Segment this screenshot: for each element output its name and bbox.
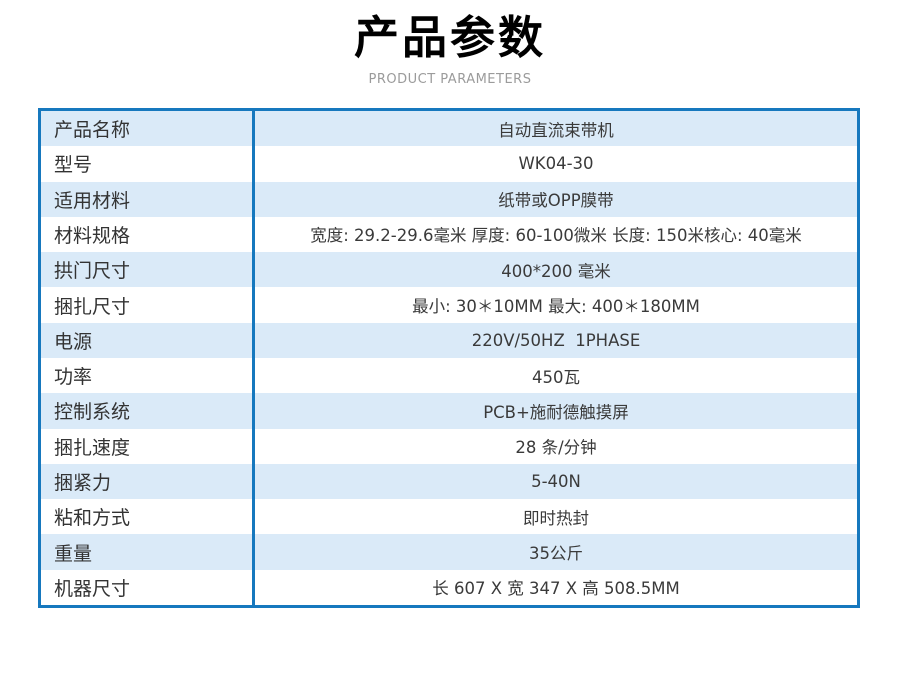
table-row: 拱门尺寸 400*200 毫米	[41, 252, 857, 288]
row-label: 捆扎速度	[41, 428, 255, 464]
row-value: 最小: 30＊10MM 最大: 400＊180MM	[412, 297, 700, 317]
table-row: 型号 WK04-30	[41, 146, 857, 182]
row-label: 粘和方式	[41, 499, 255, 535]
table-row: 控制系统 PCB+施耐德触摸屏	[41, 393, 857, 429]
table-row: 捆扎速度 28 条/分钟	[41, 428, 857, 464]
table-row: 产品名称 自动直流束带机	[41, 111, 857, 147]
row-value: PCB+施耐德触摸屏	[483, 402, 629, 422]
row-value: 纸带或OPP膜带	[498, 191, 614, 211]
table-row: 功率 450瓦	[41, 357, 857, 394]
row-label: 机器尺寸	[41, 569, 255, 605]
page-header: 产品参数 PRODUCT PARAMETERS	[0, 0, 900, 88]
row-value: 35公斤	[529, 544, 583, 564]
table-row: 粘和方式 即时热封	[41, 499, 857, 535]
table-row: 捆扎尺寸 最小: 30＊10MM 最大: 400＊180MM	[41, 287, 857, 323]
row-label: 适用材料	[41, 181, 255, 217]
row-value: 宽度: 29.2-29.6毫米 厚度: 60-100微米 长度: 150米核心:…	[310, 226, 802, 246]
row-label: 捆扎尺寸	[41, 287, 255, 323]
table-row: 电源 220V/50HZ 1PHASE	[41, 322, 857, 358]
row-label: 型号	[41, 146, 255, 182]
row-label: 材料规格	[41, 216, 255, 253]
table-row: 机器尺寸 长 607 X 宽 347 X 高 508.5MM	[41, 569, 857, 605]
table-row: 适用材料 纸带或OPP膜带	[41, 181, 857, 217]
product-parameters-table: 产品名称 自动直流束带机 型号 WK04-30 适用材料 纸带或OPP膜带 材料…	[38, 108, 860, 608]
row-label: 重量	[41, 534, 255, 570]
table-row: 重量 35公斤	[41, 534, 857, 570]
row-label: 捆紧力	[41, 463, 255, 500]
row-value: WK04-30	[518, 154, 594, 174]
row-label: 控制系统	[41, 393, 255, 429]
row-value: 5-40N	[531, 471, 581, 491]
table-row: 捆紧力 5-40N	[41, 463, 857, 500]
row-label: 电源	[41, 322, 255, 358]
row-value: 220V/50HZ 1PHASE	[471, 330, 641, 350]
row-value: 自动直流束带机	[498, 120, 614, 140]
page-title: 产品参数	[353, 11, 546, 64]
row-value: 长 607 X 宽 347 X 高 508.5MM	[432, 579, 680, 599]
table-row: 材料规格 宽度: 29.2-29.6毫米 厚度: 60-100微米 长度: 15…	[41, 216, 857, 253]
row-label: 功率	[41, 357, 255, 394]
row-value: 28 条/分钟	[515, 438, 597, 458]
row-label: 产品名称	[41, 111, 255, 147]
page-subtitle: PRODUCT PARAMETERS	[368, 72, 532, 87]
row-label: 拱门尺寸	[41, 252, 255, 288]
row-value: 即时热封	[523, 508, 589, 528]
row-value: 400*200 毫米	[501, 261, 611, 281]
row-value: 450瓦	[532, 367, 580, 387]
